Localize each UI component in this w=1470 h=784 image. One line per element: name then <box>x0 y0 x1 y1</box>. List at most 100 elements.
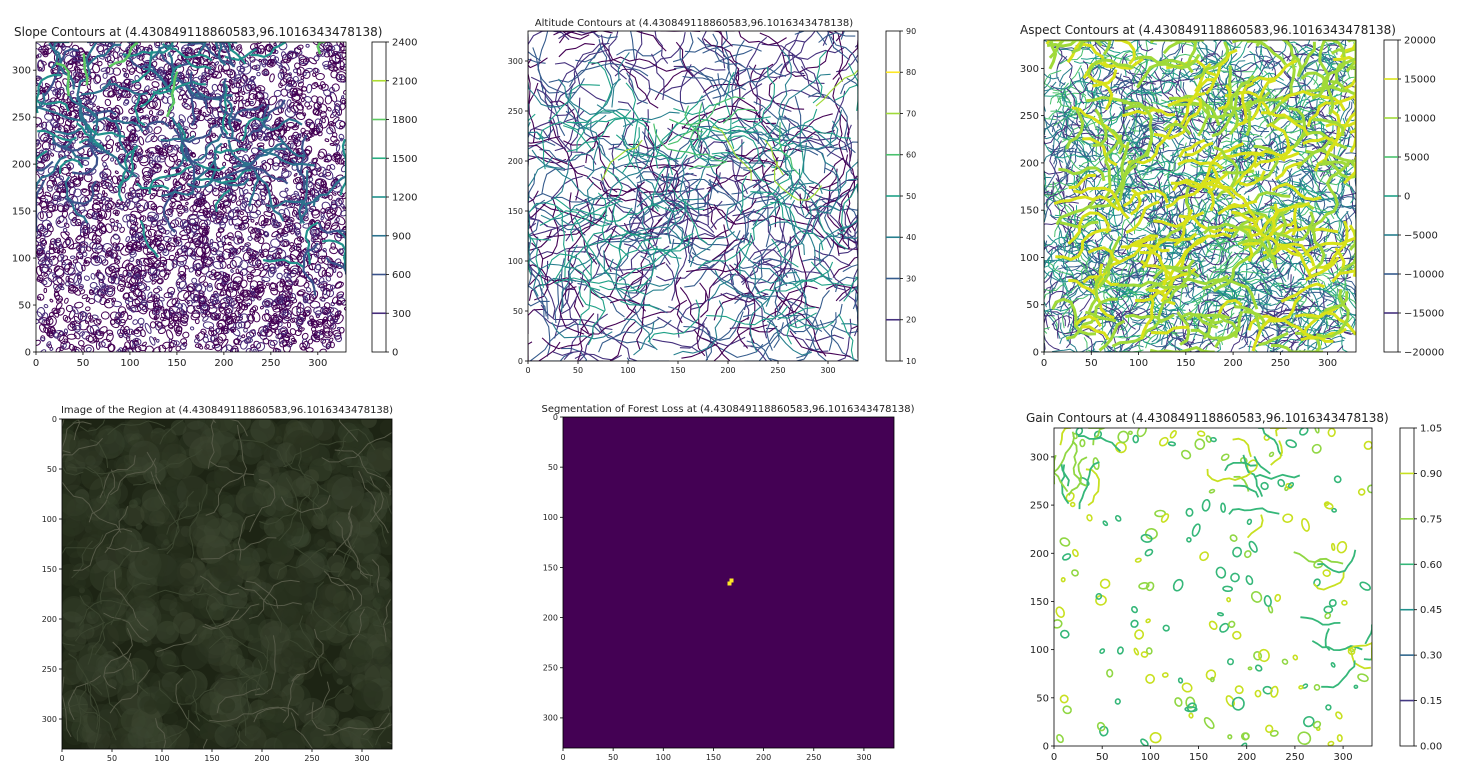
y-tick-label: 300 <box>42 715 57 724</box>
x-tick-label: 0 <box>525 366 530 375</box>
x-tick-label: 150 <box>1189 752 1208 763</box>
y-tick-label: 50 <box>1026 300 1039 311</box>
x-tick-label: 150 <box>204 754 219 763</box>
colorbar-tick-label: 60 <box>906 151 916 160</box>
forest-loss-pixel <box>729 578 734 583</box>
y-tick-label: 300 <box>12 66 31 77</box>
altitude-contours-panel: 0 50 100 150 200 250 300 0 50 100 150 200 250 300 Alti… <box>490 0 950 384</box>
y-tick-label: 0 <box>1033 348 1039 359</box>
y-tick-label: 100 <box>12 254 31 265</box>
x-tick-label: 50 <box>573 366 583 375</box>
plot-area <box>528 31 858 361</box>
region-image-chart: 0 50 100 150 200 250 300 0 50 100 150 200 250 300 Imag… <box>42 405 393 763</box>
aspect-contours-panel: 0 50 100 150 200 250 300 0 50 100 150 200 250 300 Aspe… <box>1000 0 1470 374</box>
x-tick-label: 0 <box>1051 752 1057 763</box>
y-tick-label: 50 <box>47 465 57 474</box>
y-tick-label: 0 <box>518 357 523 366</box>
colorbar-tick-label: 0 <box>392 348 398 359</box>
x-tick-label: 150 <box>706 753 721 762</box>
colorbar-tick-label: 40 <box>906 233 916 242</box>
colorbar-tick-label: 1.05 <box>1420 424 1442 435</box>
plot-area <box>1044 40 1356 352</box>
plot-area <box>563 417 894 748</box>
x-tick-label: 250 <box>1285 752 1304 763</box>
x-tick-label: 50 <box>608 753 618 762</box>
y-tick-label: 300 <box>1020 64 1039 75</box>
colorbar-tick-label: 70 <box>906 109 916 118</box>
y-tick-label: 0 <box>1043 742 1049 753</box>
x-tick-label: 50 <box>1096 752 1109 763</box>
colorbar-tick-label: 0.15 <box>1420 696 1442 707</box>
x-tick-label: 0 <box>1041 358 1047 369</box>
x-tick-label: 250 <box>1271 358 1290 369</box>
x-tick-label: 0 <box>59 754 64 763</box>
y-tick-label: 250 <box>1020 111 1039 122</box>
x-tick-label: 100 <box>154 754 169 763</box>
x-tick-label: 200 <box>1237 752 1256 763</box>
colorbar-tick-label: 600 <box>392 270 411 281</box>
y-tick-label: 50 <box>1036 693 1049 704</box>
colorbar-tick-label: 300 <box>392 309 411 320</box>
y-tick-label: 300 <box>1030 452 1049 463</box>
colorbar-tick-label: 0.75 <box>1420 514 1442 525</box>
colorbar-tick-label: 80 <box>906 68 916 77</box>
y-tick-label: 200 <box>1020 158 1039 169</box>
colorbar-tick-label: −15000 <box>1404 309 1444 320</box>
x-tick-label: 250 <box>304 754 319 763</box>
y-tick-label: 0 <box>25 348 31 359</box>
y-tick-label: 50 <box>548 463 558 472</box>
chart-title: Image of the Region at (4.43084911886058… <box>61 405 393 416</box>
plot-area <box>36 42 346 352</box>
chart-title: Aspect Contours at (4.430849118860583,96… <box>1020 23 1396 37</box>
colorbar-tick-label: −5000 <box>1404 231 1438 242</box>
x-tick-label: 150 <box>1176 358 1195 369</box>
altitude-contours-chart: 0 50 100 150 200 250 300 0 50 100 150 200 250 300 Alti… <box>508 18 916 375</box>
x-tick-label: 300 <box>1318 358 1337 369</box>
y-tick-label: 300 <box>508 57 523 66</box>
x-tick-label: 250 <box>770 366 785 375</box>
y-tick-label: 250 <box>42 665 57 674</box>
colorbar-tick-label: 30 <box>906 274 916 283</box>
y-tick-label: 150 <box>42 565 57 574</box>
plot-frame <box>35 41 347 353</box>
y-tick-label: 250 <box>1030 501 1049 512</box>
colorbar-tick-label: 1500 <box>392 154 417 165</box>
colorbar-tick-label: 1800 <box>392 115 417 126</box>
chart-title: Gain Contours at (4.430849118860583,96.1… <box>1026 411 1389 425</box>
y-tick-label: 150 <box>1030 597 1049 608</box>
colorbar-tick-label: 0.00 <box>1420 742 1442 753</box>
y-tick-label: 150 <box>543 563 558 572</box>
colorbar-tick-label: 20 <box>906 316 916 325</box>
y-tick-label: 200 <box>1030 549 1049 560</box>
plot-frame <box>61 418 393 750</box>
x-tick-label: 200 <box>756 753 771 762</box>
colorbar-tick-label: 10 <box>906 357 916 366</box>
colorbar-tick-label: 0.45 <box>1420 605 1442 616</box>
x-tick-label: 50 <box>107 754 117 763</box>
x-tick-label: 300 <box>820 366 835 375</box>
y-tick-label: 100 <box>42 515 57 524</box>
x-tick-label: 250 <box>806 753 821 762</box>
colorbar-frame <box>1399 427 1415 747</box>
y-tick-label: 200 <box>543 613 558 622</box>
forest-loss-chart: 0 50 100 150 200 250 300 0 50 100 150 200 250 300 Segm… <box>541 404 914 762</box>
chart-title: Slope Contours at (4.430849118860583,96.… <box>14 25 382 39</box>
y-tick-label: 150 <box>508 207 523 216</box>
y-tick-label: 200 <box>508 157 523 166</box>
forest-loss-pixel <box>727 581 732 586</box>
colorbar-tick-label: 0 <box>1404 192 1410 203</box>
colorbar-tick-label: 90 <box>906 27 916 36</box>
x-tick-label: 200 <box>1224 358 1243 369</box>
y-tick-label: 0 <box>52 415 57 424</box>
chart-title: Altitude Contours at (4.430849118860583,… <box>535 18 853 29</box>
y-tick-label: 250 <box>543 664 558 673</box>
colorbar-tick-label: 10000 <box>1404 114 1436 125</box>
x-tick-label: 0 <box>33 358 39 369</box>
y-tick-label: 250 <box>12 113 31 124</box>
y-tick-label: 0 <box>553 413 558 422</box>
y-tick-label: 50 <box>513 307 523 316</box>
x-tick-label: 200 <box>720 366 735 375</box>
y-tick-label: 50 <box>18 301 31 312</box>
x-tick-label: 0 <box>560 753 565 762</box>
y-tick-label: 300 <box>543 714 558 723</box>
